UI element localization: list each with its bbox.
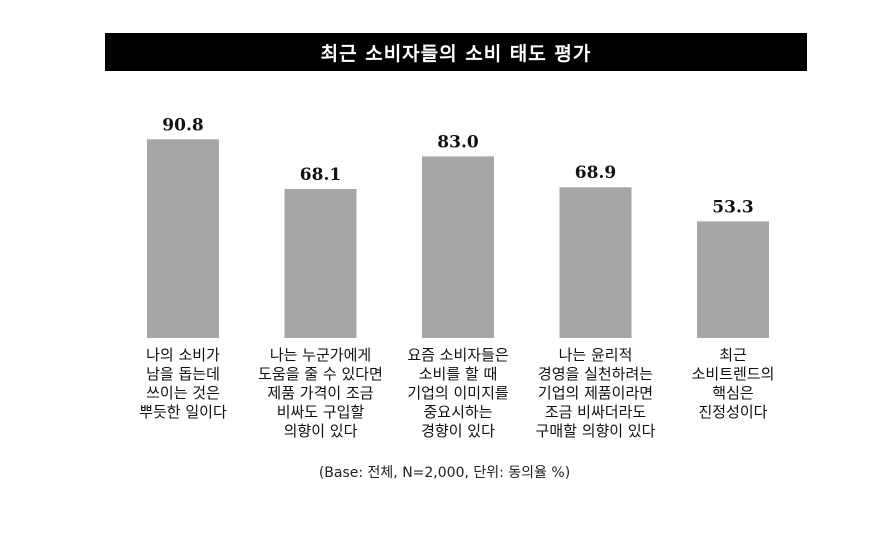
value-label-5: 53.3: [712, 197, 753, 217]
category-label-5: 최근 소비트렌드의 핵심은 진정성이다: [691, 346, 775, 421]
category-label-4: 나는 윤리적 경영을 실천하려는 기업의 제품이라면 조금 비싸더라도 구매할 …: [535, 346, 656, 440]
value-labels-group: 90.8 68.1 83.0 68.9 53.3: [162, 115, 753, 217]
bar-4: [559, 187, 632, 338]
bars-group: [147, 139, 769, 338]
chart-title: 최근 소비자들의 소비 태도 평가: [105, 33, 807, 71]
bar-3: [422, 156, 494, 338]
bar-2: [284, 188, 357, 338]
value-label-1: 90.8: [162, 115, 203, 135]
base-note: (Base: 전체, N=2,000, 단위: 동의율 %): [318, 465, 571, 481]
value-label-3: 83.0: [437, 132, 479, 152]
value-label-2: 68.1: [300, 165, 341, 185]
category-label-3: 요즘 소비자들은 소비를 할 때 기업의 이미지를 중요시하는 경향이 있다: [407, 346, 509, 440]
value-label-4: 68.9: [575, 163, 616, 183]
category-label-2: 나는 누군가에게 도움을 줄 수 있다면 제품 가격이 조금 비싸도 구입할 의…: [258, 346, 383, 440]
bar-1: [147, 139, 219, 338]
bar-5: [697, 221, 769, 338]
category-label-1: 나의 소비가 남을 돕는데 쓰이는 것은 뿌듯한 일이다: [139, 346, 227, 421]
